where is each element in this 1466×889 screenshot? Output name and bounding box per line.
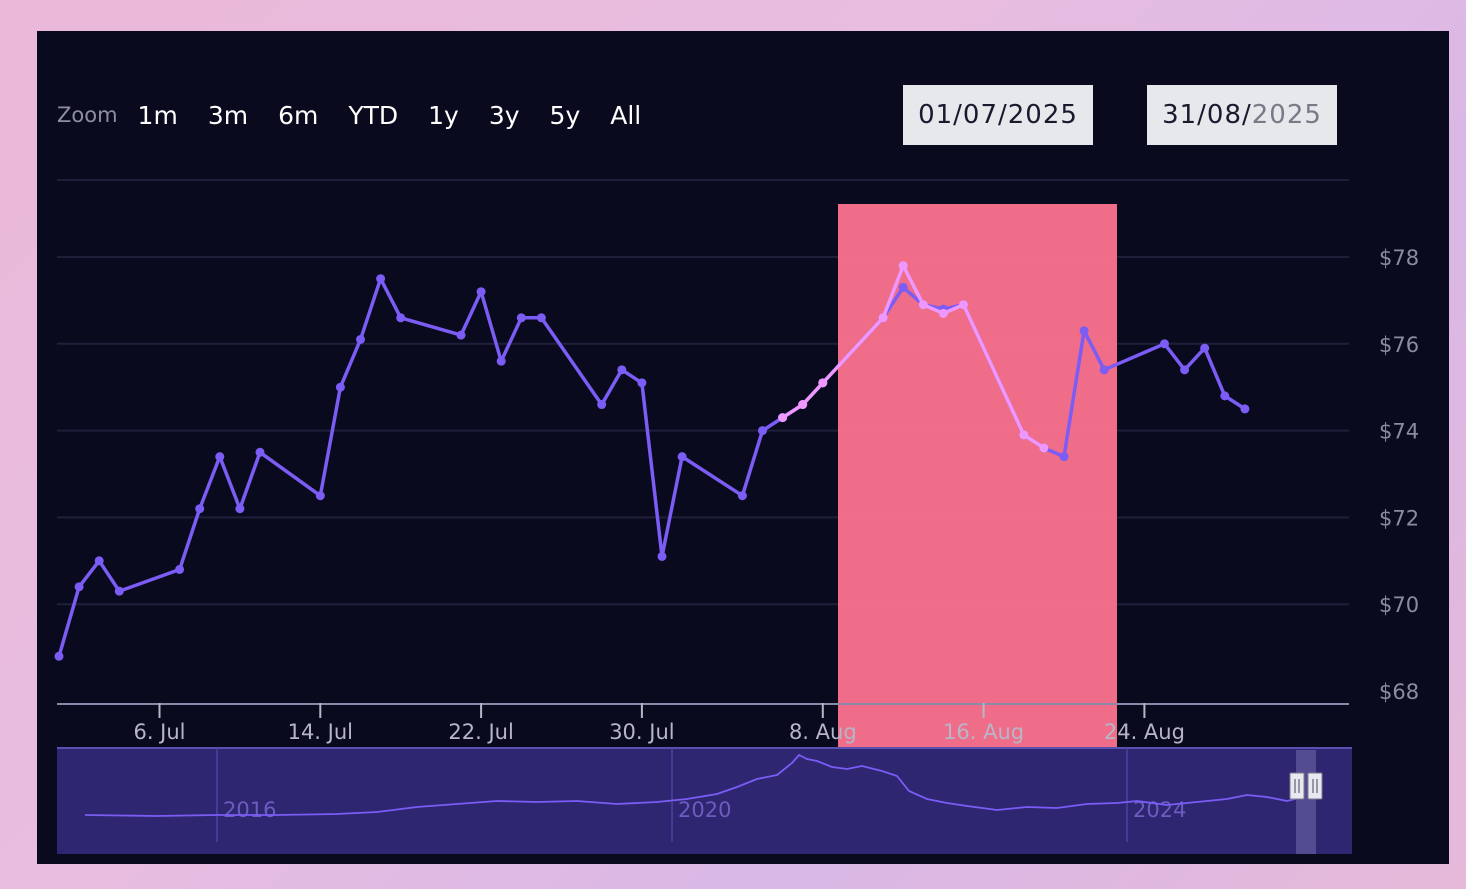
price-point	[315, 491, 325, 501]
zoom-1y-button[interactable]: 1y	[428, 100, 459, 130]
date-to-day-month: 31/08/	[1162, 100, 1252, 130]
price-point	[376, 274, 386, 284]
price-point	[898, 282, 908, 292]
highlight-point	[918, 300, 928, 310]
price-point	[737, 491, 747, 501]
x-tick-label: 16. Aug	[943, 720, 1024, 744]
price-point	[1079, 326, 1089, 336]
zoom-3y-button[interactable]: 3y	[488, 100, 520, 130]
zoom-6m-button[interactable]: 6m	[278, 100, 319, 130]
highlight-point	[898, 261, 908, 271]
x-tick-label: 30. Jul	[609, 720, 674, 744]
price-chart: $68 $70 $72 $74 $76 $78 6. Jul 14. Jul 22. Jul 30…	[54, 179, 1419, 854]
x-tick-label: 6. Jul	[133, 720, 185, 744]
navigator-year-label: 2020	[678, 798, 731, 822]
navigator-selection-window	[1296, 750, 1316, 854]
price-point	[215, 452, 225, 462]
price-point	[1160, 339, 1169, 349]
price-point	[114, 586, 124, 596]
price-point	[617, 365, 627, 375]
price-point	[476, 287, 486, 297]
price-point	[235, 504, 245, 514]
highlight-point	[778, 413, 788, 423]
y-tick-label: $76	[1379, 333, 1419, 357]
y-tick-label: $74	[1379, 420, 1419, 444]
highlight-point	[878, 313, 888, 323]
chart-panel: Zoom 1m 3m 6m YTD 1y 3y 5y All 01/07/202…	[37, 31, 1449, 864]
y-tick-label: $68	[1379, 680, 1419, 704]
price-point	[677, 452, 687, 462]
price-point	[516, 313, 526, 323]
date-from-input[interactable]: 01/07/2025	[903, 85, 1093, 145]
highlight-band	[838, 204, 1117, 754]
price-point	[1059, 452, 1069, 462]
price-point	[637, 378, 647, 388]
price-point	[758, 426, 767, 436]
price-point	[255, 447, 265, 457]
price-point	[536, 313, 546, 323]
price-point	[1220, 391, 1230, 401]
price-point	[356, 334, 365, 344]
y-tick-label: $78	[1379, 246, 1419, 270]
price-point	[1200, 343, 1210, 353]
price-point	[1180, 365, 1190, 375]
price-point	[335, 382, 345, 392]
y-tick-label: $72	[1379, 506, 1419, 530]
highlight-point	[818, 378, 828, 388]
highlight-point	[1039, 443, 1049, 453]
x-tick-label: 22. Jul	[448, 720, 513, 744]
price-point	[74, 582, 84, 592]
navigator-right-handle[interactable]	[1307, 772, 1323, 800]
y-tick-label: $70	[1379, 593, 1419, 617]
x-tick-label: 24. Aug	[1104, 720, 1185, 744]
price-point	[456, 330, 466, 340]
navigator-left-handle[interactable]	[1289, 772, 1305, 800]
price-point	[175, 564, 185, 574]
navigator-year-label: 2016	[223, 798, 276, 822]
highlight-point	[798, 400, 808, 410]
price-point	[195, 504, 205, 514]
navigator-series-line	[84, 753, 1300, 817]
price-point	[396, 313, 406, 323]
highlight-point	[959, 300, 968, 310]
x-tick-label: 8. Aug	[789, 720, 857, 744]
zoom-label: Zoom	[57, 103, 118, 127]
price-point	[657, 551, 667, 561]
price-point	[597, 400, 607, 410]
zoom-5y-button[interactable]: 5y	[549, 100, 581, 130]
x-tick-label: 14. Jul	[288, 720, 353, 744]
zoom-1m-button[interactable]: 1m	[137, 100, 178, 130]
price-point	[94, 556, 104, 566]
price-point	[1099, 365, 1109, 375]
zoom-3m-button[interactable]: 3m	[207, 100, 249, 130]
price-point	[1240, 404, 1250, 414]
highlight-point	[1019, 430, 1029, 440]
highlight-series-line	[781, 263, 1045, 450]
date-to-year: 2025	[1251, 100, 1322, 130]
highlight-point	[938, 308, 948, 318]
zoom-ytd-button[interactable]: YTD	[348, 100, 399, 130]
price-point	[496, 356, 506, 366]
zoom-bar: Zoom 1m 3m 6m YTD 1y 3y 5y All	[57, 95, 671, 135]
price-point	[54, 651, 64, 661]
date-to-input[interactable]: 31/08/2025	[1147, 85, 1337, 145]
zoom-all-button[interactable]: All	[610, 100, 642, 130]
